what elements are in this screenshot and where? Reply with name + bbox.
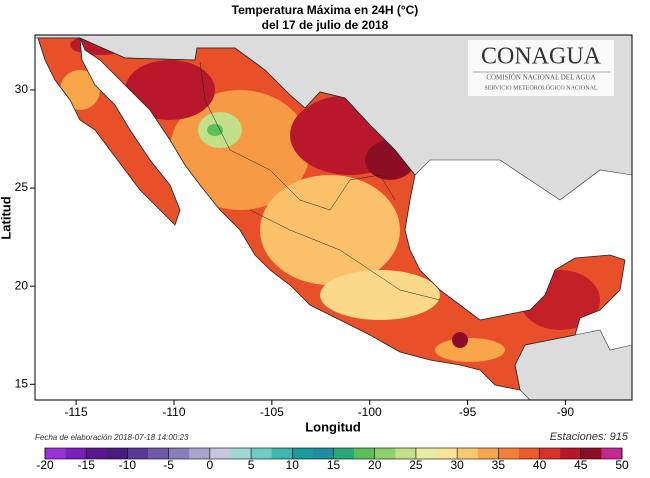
- colorbar-swatch: [45, 448, 66, 459]
- colorbar-label: 35: [492, 458, 506, 472]
- y-tick-label: 25: [15, 180, 29, 194]
- x-tick-label: -90: [557, 405, 575, 419]
- x-tick-label: -105: [260, 405, 284, 419]
- logo-line2: SERVICIO METEOROLÓGICO NACIONAL: [484, 83, 598, 91]
- x-tick-label: -115: [65, 405, 88, 419]
- colorbar-swatch: [65, 448, 87, 459]
- colorbar-swatch: [333, 448, 355, 459]
- colorbar-label: -20: [36, 458, 54, 472]
- logo-line1: COMISIÓN NACIONAL DEL AGUA: [486, 74, 595, 82]
- colorbar-label: 10: [286, 458, 300, 472]
- colorbar-swatch: [86, 448, 108, 459]
- colorbar-swatch: [209, 448, 231, 459]
- colorbar-swatch: [168, 448, 190, 459]
- colorbar-label: 40: [533, 458, 547, 472]
- stations: Estaciones: 915: [550, 431, 629, 443]
- colorbar-swatch: [127, 448, 149, 459]
- subtitle: del 17 de julio de 2018: [262, 18, 389, 32]
- colorbar-swatch: [271, 448, 293, 459]
- title: Temperatura Máxima en 24H (°C): [232, 3, 419, 17]
- colorbar-swatch: [518, 448, 540, 459]
- x-tick-label: -100: [358, 405, 382, 419]
- colorbar-swatch: [374, 448, 396, 459]
- x-tick-label: -95: [459, 405, 477, 419]
- colorbar-label: 25: [409, 458, 423, 472]
- y-tick-label: 20: [15, 278, 29, 292]
- colorbar-label: 5: [248, 458, 255, 472]
- colorbar-swatch: [498, 448, 520, 459]
- colorbar-swatch: [148, 448, 169, 459]
- colorbar-label: 45: [574, 458, 588, 472]
- x-tick-label: -110: [162, 405, 185, 419]
- colorbar-label: -10: [119, 458, 137, 472]
- colorbar-swatch: [189, 448, 211, 459]
- colorbar-label: -5: [163, 458, 174, 472]
- colorbar-swatch: [292, 448, 314, 459]
- colorbar-label: 15: [327, 458, 341, 472]
- plot-frame: [34, 34, 633, 401]
- x-axis-label: Longitud: [305, 419, 361, 434]
- creation-date: Fecha de elaboración 2018-07-18 14:00:23: [35, 433, 189, 442]
- colorbar-label: 30: [450, 458, 464, 472]
- colorbar-label: -15: [78, 458, 96, 472]
- colorbar-swatch: [457, 448, 479, 459]
- colorbar-swatch: [230, 448, 252, 459]
- colorbar-swatch: [539, 448, 561, 459]
- colorbar-label: 0: [207, 458, 214, 472]
- colorbar-swatch: [415, 448, 437, 459]
- colorbar-swatch: [251, 448, 272, 459]
- colorbar-swatch: [601, 448, 623, 459]
- colorbar-swatch: [436, 448, 458, 459]
- colorbar-swatch: [395, 448, 417, 459]
- colorbar-swatch: [312, 448, 334, 459]
- y-tick-label: 15: [15, 376, 29, 390]
- colorbar-swatch: [560, 448, 582, 459]
- colorbar-label: 50: [615, 458, 629, 472]
- colorbar-label: 20: [368, 458, 382, 472]
- colorbar-swatch: [354, 448, 376, 459]
- colorbar-swatch: [580, 448, 602, 459]
- logo-name: CONAGUA: [481, 44, 602, 70]
- colorbar-swatch: [106, 448, 128, 459]
- y-tick-label: 30: [15, 82, 29, 96]
- colorbar-swatch: [477, 448, 499, 459]
- logo: CONAGUA COMISIÓN NACIONAL DEL AGUA SERVI…: [468, 40, 614, 96]
- y-axis-label: Latitud: [0, 196, 13, 239]
